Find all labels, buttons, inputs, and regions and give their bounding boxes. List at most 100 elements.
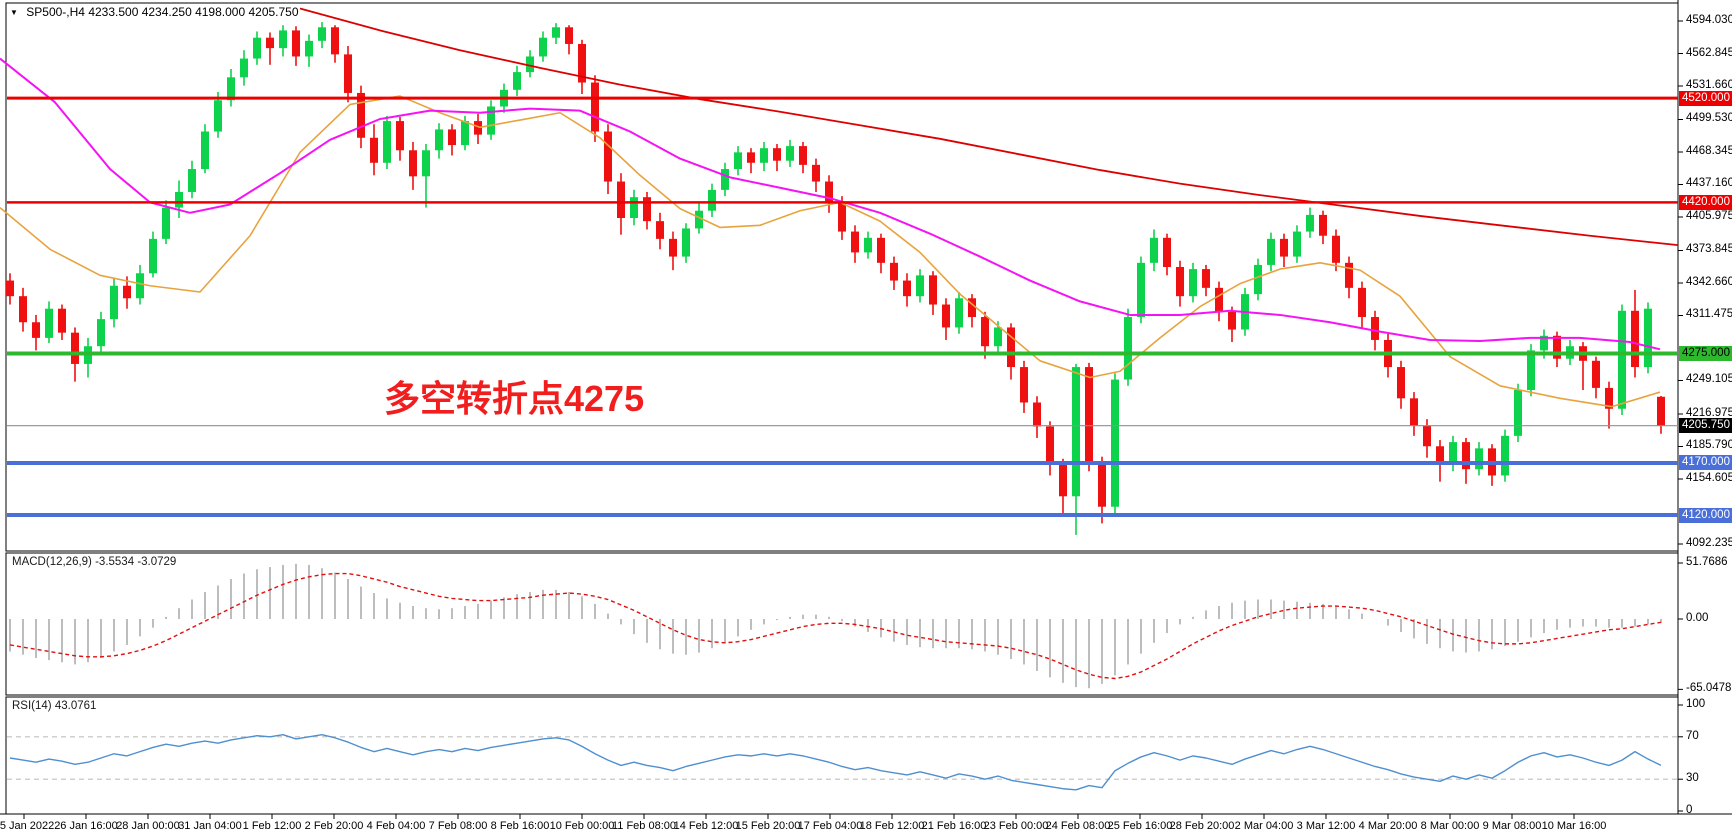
price-badge-4420.000: 4420.000 (1679, 194, 1732, 210)
candle-body (1605, 387, 1613, 409)
candle-body (812, 164, 820, 182)
candle-body (461, 121, 469, 146)
candle-body (383, 121, 391, 163)
time-label: 25 Jan 2022 (0, 820, 55, 832)
candle-body (1020, 367, 1028, 403)
macd-main-value: -3.5534 (95, 556, 135, 568)
candle-body (149, 238, 157, 274)
candle-body (1007, 327, 1015, 368)
macd-tick-label: 0.00 (1686, 612, 1709, 624)
candle-body (1475, 448, 1483, 470)
candle-body (123, 285, 131, 299)
candle-body (344, 54, 352, 93)
ohlc-values: 4233.500 4234.250 4198.000 4205.750 (88, 5, 299, 19)
candle-body (1124, 317, 1132, 380)
candle-body (916, 275, 924, 297)
candle-body (968, 298, 976, 318)
candle-body (1215, 287, 1223, 312)
candle-body (1501, 435, 1509, 476)
candle-body (331, 27, 339, 55)
candle-body (1072, 367, 1080, 497)
time-label: 24 Feb 08:00 (1045, 820, 1111, 832)
price-tick-label: 4216.975 (1686, 406, 1732, 419)
candle-body (825, 181, 833, 203)
rsi-name: RSI(14) (12, 700, 52, 712)
time-label: 28 Jan 00:00 (116, 820, 180, 832)
candle-body (565, 27, 573, 44)
candle-body (71, 332, 79, 364)
candle-body (877, 237, 885, 263)
price-tick-label: 4373.845 (1686, 243, 1732, 256)
candle-body (1514, 389, 1522, 436)
macd-histogram (9, 563, 1662, 689)
macd-indicator-label: MACD(12,26,9) -3.5534 -3.0729 (12, 556, 176, 568)
candle-body (630, 197, 638, 219)
time-label: 3 Mar 12:00 (1296, 820, 1356, 832)
candle-body (1527, 350, 1535, 390)
candle-body (864, 237, 872, 253)
text-annotation[interactable]: 多空转折点4275 (384, 378, 645, 419)
candle-body (292, 30, 300, 57)
time-label: 14 Feb 12:00 (673, 820, 739, 832)
candle-body (227, 77, 235, 101)
candle-body (1046, 426, 1054, 466)
candle-body (1137, 262, 1145, 318)
rsi-tick-label: 30 (1686, 772, 1699, 785)
price-axis[interactable]: 4520.000 4420.000 4275.000 4170.000 4120.000… (1678, 0, 1732, 816)
time-label: 2 Feb 20:00 (304, 820, 364, 832)
time-label: 25 Feb 16:00 (1107, 820, 1173, 832)
candle-body (266, 37, 274, 49)
rsi-tick-label: 100 (1686, 698, 1706, 710)
candle-body (539, 37, 547, 57)
candles-layer (6, 22, 1665, 535)
time-label: 7 Feb 08:00 (428, 820, 488, 832)
candle-body (448, 129, 456, 146)
candle-body (1644, 308, 1652, 368)
candle-body (890, 262, 898, 281)
candle-body (253, 37, 261, 59)
candle-body (747, 152, 755, 163)
time-label: 11 Feb 08:00 (611, 820, 676, 832)
candle-body (682, 228, 690, 257)
candle-body (1540, 335, 1548, 351)
candle-body (1410, 398, 1418, 426)
candle-body (1449, 442, 1457, 463)
candle-body (1423, 425, 1431, 447)
candle-body (58, 308, 66, 333)
candle-body (695, 210, 703, 229)
time-label: 8 Mar 00:00 (1420, 820, 1480, 832)
candle-body (708, 189, 716, 211)
candle-body (422, 150, 430, 177)
rsi-pane[interactable] (5, 696, 1679, 815)
time-label: 18 Feb 12:00 (859, 820, 925, 832)
symbol-dropdown-icon[interactable]: ▼ (10, 8, 18, 17)
candle-body (513, 72, 521, 90)
candle-body (1306, 214, 1314, 232)
price-tick-label: 4437.160 (1686, 177, 1732, 190)
time-label: 21 Feb 16:00 (921, 820, 987, 832)
candle-body (1293, 231, 1301, 257)
candle-body (6, 280, 14, 297)
candle-body (1436, 446, 1444, 463)
time-label: 10 Mar 16:00 (1541, 820, 1607, 832)
candle-body (786, 146, 794, 161)
price-badge-4275.000: 4275.000 (1679, 346, 1732, 361)
time-label: 4 Mar 20:00 (1358, 820, 1418, 832)
candle-body (643, 197, 651, 222)
candle-body (370, 137, 378, 163)
candle-body (1228, 311, 1236, 330)
candle-body (487, 106, 495, 135)
candle-body (1176, 267, 1184, 297)
candle-body (669, 238, 677, 257)
symbol-timeframe-label: SP500-,H4 (26, 5, 85, 19)
candle-body (1267, 238, 1275, 265)
candle-body (1033, 402, 1041, 427)
candle-body (734, 152, 742, 170)
candle-body (175, 191, 183, 208)
candle-body (110, 285, 118, 320)
price-pane[interactable] (5, 2, 1679, 552)
price-tick-label: 4311.475 (1686, 308, 1732, 321)
